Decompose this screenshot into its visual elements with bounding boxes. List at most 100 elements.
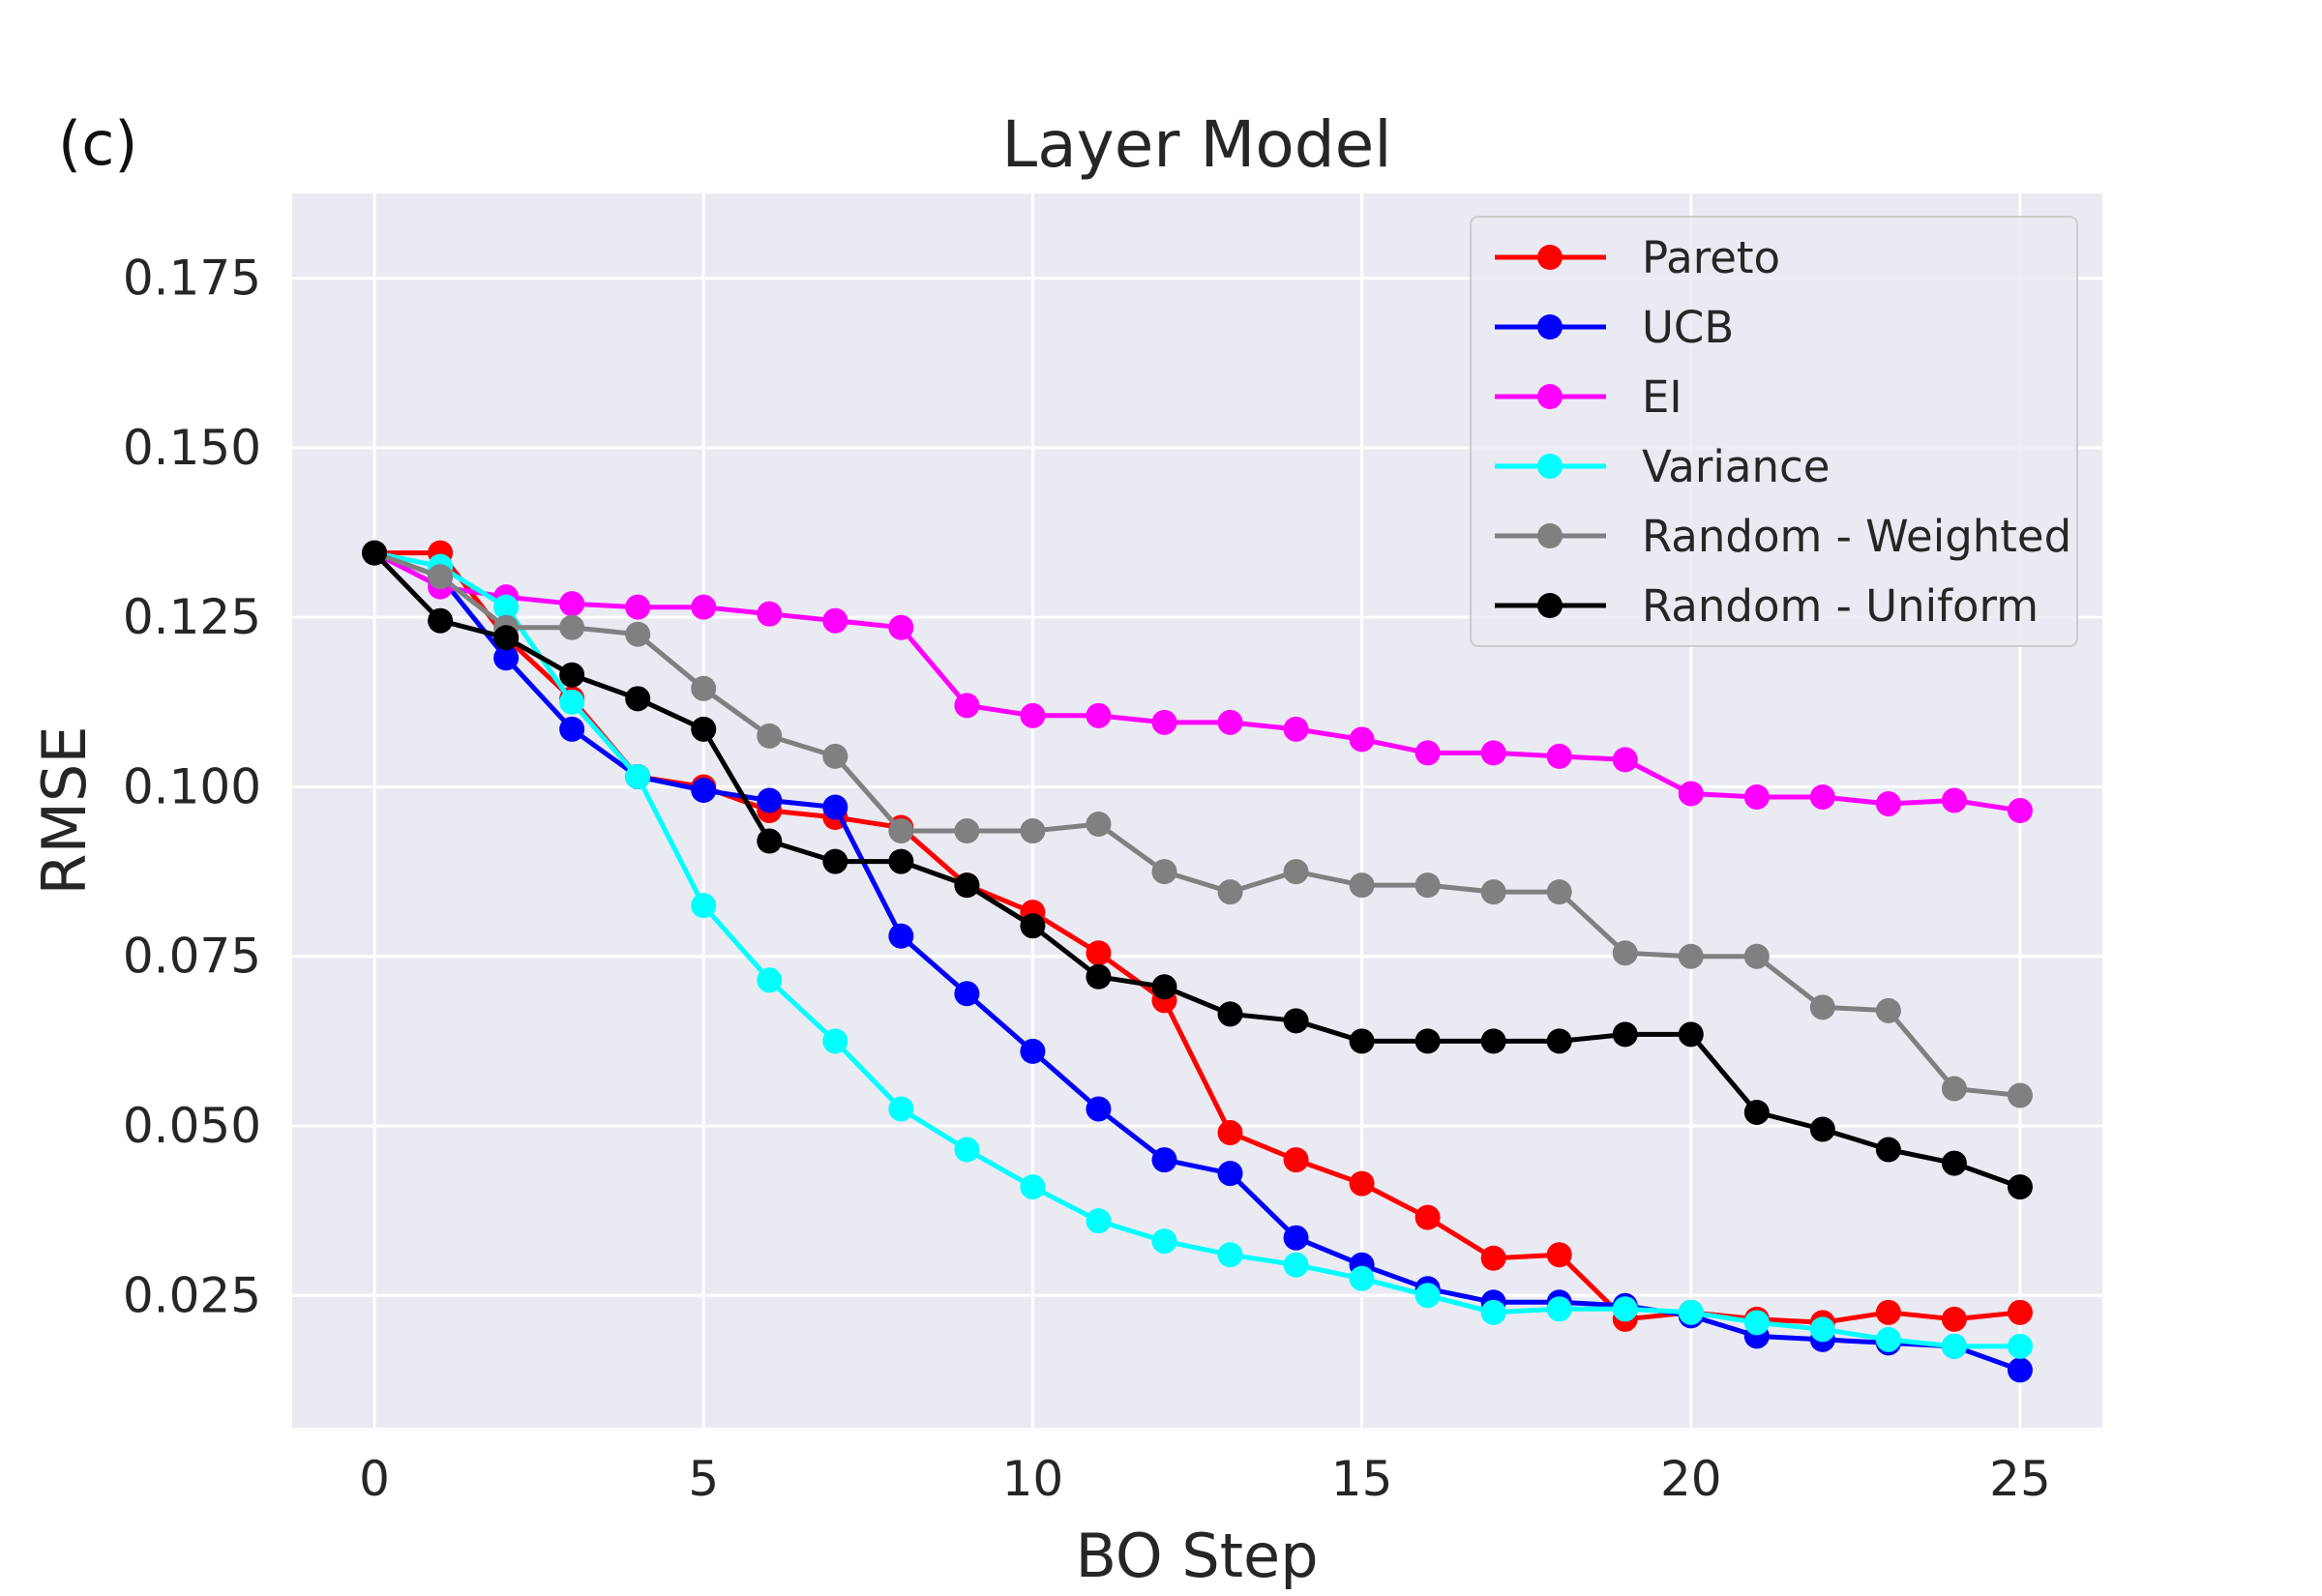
legend-swatch-marker [1537, 593, 1563, 618]
data-point-ei [1875, 790, 1901, 816]
tick-labels: 0 5 10 15 20 25 0.025 0.050 0.075 0.100 0.125 0.150… [123, 251, 2051, 1507]
data-point-random-weighted [1546, 879, 1572, 905]
data-point-pareto [1875, 1299, 1901, 1325]
data-point-random-weighted [954, 818, 980, 844]
legend-item-variance: Variance [1495, 441, 1830, 492]
legend: Pareto UCB EI Variance Random - Weighted Rand… [1470, 216, 2078, 647]
data-point-random-weighted [822, 743, 848, 769]
data-point-variance [625, 763, 651, 789]
data-point-random-weighted [1480, 879, 1506, 905]
data-point-random-uniform [1809, 1116, 1835, 1142]
data-point-random-weighted [1875, 997, 1901, 1023]
data-point-ei [954, 693, 980, 719]
data-point-variance [1809, 1316, 1835, 1343]
legend-swatch-marker [1537, 245, 1563, 270]
data-point-random-weighted [1283, 859, 1309, 885]
data-point-ei [691, 594, 717, 620]
panel-label: (c) [58, 108, 137, 179]
data-point-variance [1217, 1242, 1243, 1268]
legend-label: EI [1642, 371, 1682, 423]
data-point-random-uniform [1086, 963, 1112, 990]
data-point-random-weighted [1414, 872, 1441, 899]
data-point-ucb [1086, 1096, 1112, 1122]
data-point-random-weighted [1020, 818, 1046, 844]
data-point-pareto [1414, 1204, 1441, 1230]
x-tick-label: 20 [1660, 1451, 1722, 1507]
y-tick-label: 0.150 [123, 420, 261, 476]
x-tick-label: 0 [359, 1451, 390, 1507]
data-point-variance [1283, 1252, 1309, 1278]
legend-item-ucb: UCB [1495, 302, 1734, 353]
data-point-ei [1941, 787, 1967, 813]
data-point-random-weighted [1151, 859, 1177, 885]
data-point-ei [1480, 740, 1506, 766]
data-point-variance [691, 893, 717, 919]
data-point-random-weighted [1217, 879, 1243, 905]
data-point-random-weighted [1349, 872, 1375, 899]
data-point-random-uniform [691, 716, 717, 742]
data-point-random-weighted [2007, 1082, 2033, 1108]
legend-label: Random - Weighted [1642, 511, 2071, 562]
data-point-random-weighted [625, 621, 651, 647]
data-point-random-uniform [1151, 974, 1177, 1000]
x-tick-label: 5 [688, 1451, 719, 1507]
data-point-variance [1086, 1208, 1112, 1234]
data-point-variance [1678, 1299, 1704, 1325]
data-point-pareto [1217, 1120, 1243, 1146]
legend-item-random-weighted: Random - Weighted [1495, 511, 2071, 562]
x-tick-label: 25 [1989, 1451, 2051, 1507]
data-point-variance [1743, 1310, 1770, 1336]
x-tick-label: 15 [1331, 1451, 1393, 1507]
data-point-ucb [954, 981, 980, 1007]
data-point-variance [1612, 1296, 1638, 1322]
data-point-random-uniform [625, 686, 651, 712]
data-point-random-weighted [559, 614, 585, 640]
data-point-random-uniform [1612, 1021, 1638, 1048]
data-point-ei [1809, 783, 1835, 810]
data-point-pareto [2007, 1299, 2033, 1325]
data-point-ei [822, 607, 848, 634]
data-point-ei [888, 614, 914, 640]
data-point-variance [493, 594, 520, 620]
data-point-random-uniform [1743, 1099, 1770, 1125]
data-point-random-weighted [1809, 994, 1835, 1020]
chart-title: Layer Model [1001, 107, 1391, 182]
data-point-random-uniform [1546, 1028, 1572, 1054]
data-point-ei [2007, 798, 2033, 823]
data-point-random-uniform [1875, 1137, 1901, 1163]
data-point-random-uniform [428, 607, 454, 634]
y-tick-label: 0.175 [123, 251, 261, 307]
legend-swatch-marker [1537, 454, 1563, 479]
x-axis-label: BO Step [1075, 1521, 1318, 1591]
data-point-ei [1414, 740, 1441, 766]
data-point-variance [559, 689, 585, 715]
data-point-ucb [691, 777, 717, 803]
data-point-ucb [1217, 1161, 1243, 1187]
data-point-ei [1349, 726, 1375, 753]
series-variance [362, 540, 2033, 1359]
data-point-variance [888, 1096, 914, 1122]
data-point-variance [954, 1137, 980, 1163]
data-point-ucb [822, 794, 848, 820]
data-point-ucb [1020, 1038, 1046, 1064]
data-point-random-weighted [691, 675, 717, 701]
data-point-random-uniform [1414, 1028, 1441, 1054]
legend-item-ei: EI [1495, 371, 1682, 423]
data-point-variance [1480, 1299, 1506, 1325]
data-point-random-uniform [888, 848, 914, 874]
legend-item-pareto: Pareto [1495, 232, 1780, 283]
data-point-random-uniform [1678, 1021, 1704, 1048]
legend-label: UCB [1642, 302, 1734, 353]
data-point-pareto [1086, 940, 1112, 966]
data-point-random-uniform [1020, 913, 1046, 939]
legend-box [1470, 216, 2078, 647]
data-point-ei [625, 594, 651, 620]
data-point-pareto [1283, 1147, 1309, 1173]
data-point-ucb [888, 923, 914, 949]
data-point-random-uniform [2007, 1174, 2033, 1200]
series-group [362, 540, 2033, 1383]
data-point-variance [1546, 1296, 1572, 1322]
data-point-variance [1020, 1174, 1046, 1200]
series-random-uniform [362, 540, 2033, 1200]
data-point-pareto [1349, 1170, 1375, 1197]
